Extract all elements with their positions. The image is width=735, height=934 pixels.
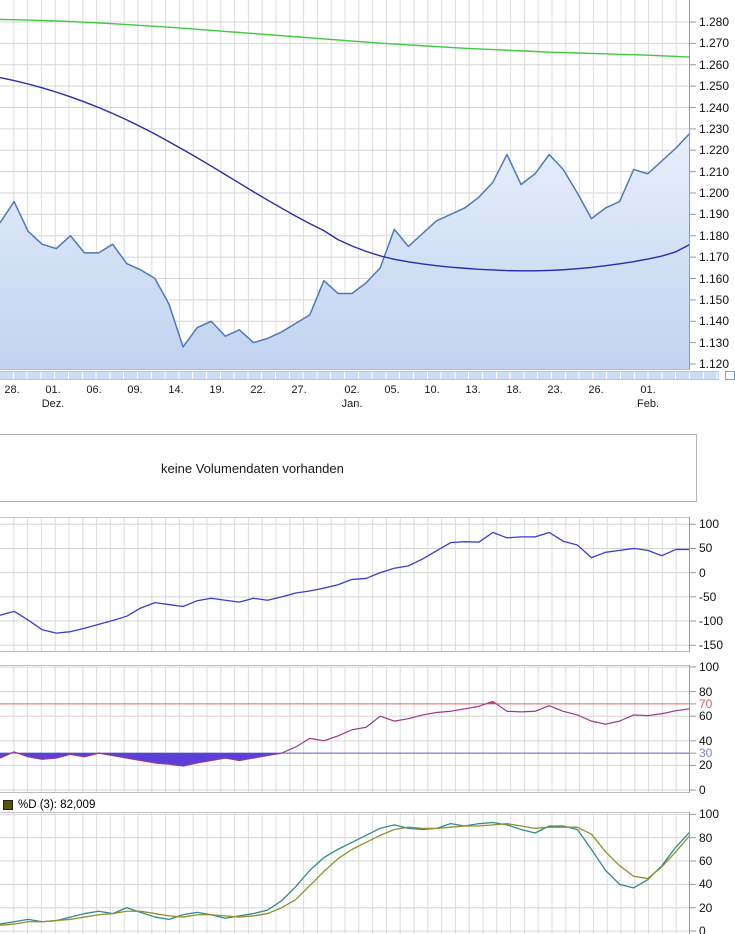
ma-long-series [0,18,691,58]
y-axis-label: 1.230 [699,121,730,136]
y-axis-label: 20 [699,900,713,915]
volume-empty-message: keine Volumendaten vorhanden [161,461,344,476]
x-axis-date-label: 14. [154,383,198,397]
y-axis-label: -50 [699,589,717,604]
x-axis-date-label: 01. Dez. [31,383,75,411]
y-axis-label: 1.170 [699,250,730,265]
date-day: 13. [465,384,481,396]
y-axis-label: 70 [699,696,713,711]
x-axis-date-label: 02. Jan. [330,383,374,411]
x-axis-date-label: 18. [492,383,536,397]
date-day: 06. [86,384,102,396]
y-axis-label: 1.250 [699,79,730,94]
rsi-plot [0,665,696,793]
y-axis-label: 1.200 [699,186,730,201]
ma-slow-series [0,76,691,272]
volume-panel: keine Volumendaten vorhanden [0,434,697,502]
y-axis-label: 100 [699,807,720,822]
y-axis-label: 80 [699,830,713,845]
date-day: 22. [250,384,266,396]
x-axis-date-label: 28. [0,383,34,397]
y-axis-label: 60 [699,709,713,724]
rsi-series [0,700,691,767]
price-series [0,132,691,348]
x-axis-date-label: 05. [370,383,414,397]
y-axis-label: 20 [699,758,713,773]
x-axis-date-label: 19. [195,383,239,397]
y-axis-label: 1.130 [699,335,730,350]
momentum-series [0,531,690,634]
date-day: 14. [168,384,184,396]
y-axis-label: 1.270 [699,36,730,51]
y-axis-label: 1.160 [699,271,730,286]
date-day: 18. [506,384,522,396]
y-axis-labels: 1.280 1.270 1.260 1.250 1.240 1.230 1.220 1.210… [699,0,735,934]
y-axis-label: 1.120 [699,357,730,372]
x-axis-date-label: 10. [410,383,454,397]
y-axis-label: 0 [699,783,706,798]
date-day: 01. [45,384,61,396]
rsi-fill-30 [0,753,282,767]
x-axis-date-label: 23. [533,383,577,397]
date-day: 23. [547,384,563,396]
y-axis-label: 50 [699,541,713,556]
x-axis-labels: 28. 01. Dez. 06. 09. 14. 19. 22. 27. 02. Jan. 05. 10… [0,383,735,413]
y-axis-label: 1.240 [699,100,730,115]
y-axis-label: 60 [699,854,713,869]
date-month: Dez. [41,398,65,410]
price-panel [0,0,698,370]
percent-d-series [0,823,691,926]
y-axis-label: -100 [699,614,724,629]
date-day: 09. [127,384,143,396]
y-axis-label: -150 [699,638,724,653]
y-axis-label: 1.260 [699,57,730,72]
date-day: 10. [424,384,440,396]
y-axis-label: 0 [699,565,706,580]
momentum-plot [0,517,696,652]
date-month: Feb. [636,398,659,410]
y-axis-label: 30 [699,746,713,761]
y-axis-label: 1.220 [699,143,730,158]
y-axis-label: 1.180 [699,228,730,243]
percent-d-swatch-icon [3,799,13,810]
y-axis-label: 80 [699,684,713,699]
x-axis-date-label: 22. [236,383,280,397]
x-axis-date-label: 09. [113,383,157,397]
price-plot [0,0,696,370]
x-axis-date-label: 26. [574,383,618,397]
x-axis-range-band[interactable] [0,371,719,380]
y-axis-label: 100 [699,517,720,532]
y-axis-label: 100 [699,659,720,674]
date-day: 02. [344,384,360,396]
y-axis-label: 40 [699,733,713,748]
date-day: 19. [209,384,225,396]
y-axis-label: 1.150 [699,292,730,307]
y-axis-label: 1.190 [699,207,730,222]
date-day: 26. [588,384,604,396]
x-axis-date-label: 06. [72,383,116,397]
price-area [0,133,690,370]
date-day: 01. [640,384,656,396]
x-axis-date-label: 27. [277,383,321,397]
stochastic-panel [0,812,698,934]
x-axis-date-label: 01. Feb. [626,383,670,411]
date-day: 05. [384,384,400,396]
momentum-panel [0,517,698,652]
date-month: Jan. [341,398,363,410]
rsi-panel [0,665,698,793]
stochastic-legend: %D (3): 82,009 [3,798,95,811]
y-axis-label: 1.280 [699,15,730,30]
y-axis-label: 0 [699,924,706,934]
percent-d-label: %D (3): 82,009 [18,798,96,811]
y-axis-label: 40 [699,877,713,892]
x-axis-date-label: 13. [451,383,495,397]
y-axis-label: 1.140 [699,314,730,329]
date-day: 27. [291,384,307,396]
y-axis-label: 1.210 [699,164,730,179]
stochastic-plot [0,812,696,934]
date-day: 28. [4,384,20,396]
